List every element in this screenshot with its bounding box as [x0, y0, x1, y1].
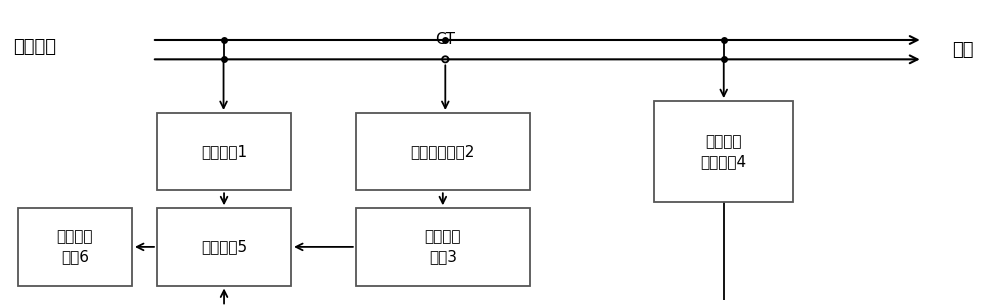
Bar — [356, 113, 530, 190]
Bar — [157, 113, 291, 190]
Text: 信号调理
电路3: 信号调理 电路3 — [425, 229, 461, 264]
Text: 微处理器5: 微处理器5 — [201, 239, 247, 254]
Bar — [654, 101, 793, 202]
Text: 交流输入: 交流输入 — [13, 38, 56, 56]
Text: 电流感测电路2: 电流感测电路2 — [411, 144, 475, 159]
Bar — [18, 208, 132, 286]
Text: 电压过零
比较电路4: 电压过零 比较电路4 — [701, 134, 747, 169]
Text: CT: CT — [435, 32, 455, 47]
Text: 负载: 负载 — [952, 41, 974, 59]
Text: 故障输出
电路6: 故障输出 电路6 — [57, 229, 93, 264]
Bar — [356, 208, 530, 286]
Bar — [157, 208, 291, 286]
Text: 电源电路1: 电源电路1 — [201, 144, 247, 159]
